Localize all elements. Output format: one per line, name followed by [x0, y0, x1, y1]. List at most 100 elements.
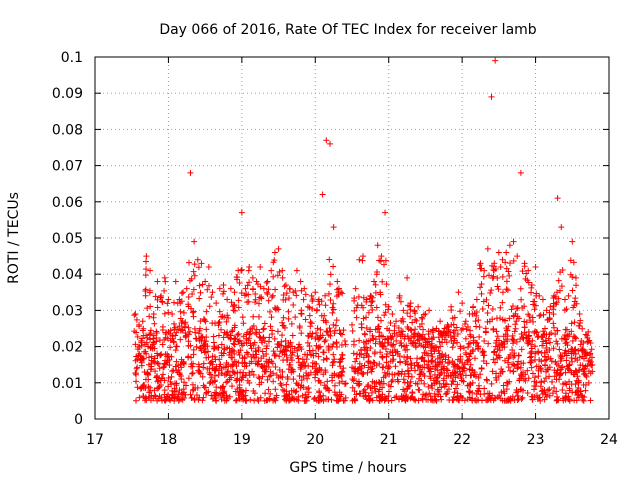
- roti-point: [468, 372, 475, 379]
- roti-point: [350, 377, 357, 384]
- roti-point: [574, 387, 581, 394]
- roti-point: [432, 344, 439, 351]
- roti-point: [254, 361, 261, 368]
- roti-point: [389, 311, 396, 318]
- roti-point: [311, 396, 318, 403]
- roti-point: [151, 320, 158, 327]
- roti-point: [421, 335, 428, 342]
- roti-point: [236, 279, 243, 286]
- roti-point: [478, 280, 485, 287]
- roti-point: [475, 374, 482, 381]
- roti-point: [231, 358, 238, 365]
- roti-point: [151, 355, 158, 362]
- roti-point: [278, 338, 285, 345]
- roti-point: [568, 320, 575, 327]
- y-tick-label: 0.08: [52, 122, 83, 138]
- roti-point: [177, 327, 184, 334]
- roti-point: [424, 341, 431, 348]
- y-tick-label: 0.1: [61, 50, 83, 66]
- roti-point: [151, 387, 158, 394]
- roti-point: [165, 383, 172, 390]
- roti-point: [285, 315, 292, 322]
- roti-point: [510, 238, 517, 245]
- roti-point: [572, 274, 579, 281]
- roti-point: [191, 272, 198, 279]
- roti-point: [404, 395, 411, 402]
- roti-point: [262, 390, 269, 397]
- roti-point: [450, 340, 457, 347]
- roti-point: [479, 306, 486, 313]
- roti-point: [420, 311, 427, 318]
- roti-point: [304, 375, 311, 382]
- roti-point: [452, 369, 459, 376]
- roti-point: [286, 361, 293, 368]
- roti-point: [580, 339, 587, 346]
- roti-point: [163, 359, 170, 366]
- roti-point: [143, 253, 150, 260]
- roti-point: [384, 351, 391, 358]
- roti-point: [216, 308, 223, 315]
- roti-point: [203, 326, 210, 333]
- roti-point: [180, 359, 187, 366]
- roti-point: [587, 350, 594, 357]
- roti-point: [265, 297, 272, 304]
- roti-point: [199, 397, 206, 404]
- roti-point: [143, 332, 150, 339]
- roti-point: [395, 378, 402, 385]
- roti-point: [190, 268, 197, 275]
- roti-point: [355, 382, 362, 389]
- roti-point: [303, 356, 310, 363]
- roti-point: [430, 397, 437, 404]
- roti-point: [551, 373, 558, 380]
- roti-point: [369, 306, 376, 313]
- roti-point: [338, 342, 345, 349]
- roti-point: [313, 329, 320, 336]
- roti-point: [444, 321, 451, 328]
- roti-point: [213, 300, 220, 307]
- roti-point: [290, 302, 297, 309]
- roti-point: [391, 327, 398, 334]
- roti-point: [476, 323, 483, 330]
- roti-point: [459, 300, 466, 307]
- roti-point: [398, 328, 405, 335]
- roti-point: [178, 375, 185, 382]
- roti-point: [450, 361, 457, 368]
- roti-point: [412, 310, 419, 317]
- roti-point: [305, 362, 312, 369]
- roti-point: [459, 325, 466, 332]
- roti-point: [319, 191, 326, 198]
- roti-point: [178, 290, 185, 297]
- roti-point: [492, 343, 499, 350]
- roti-point: [426, 390, 433, 397]
- roti-point: [173, 380, 180, 387]
- roti-point: [285, 340, 292, 347]
- roti-point: [376, 329, 383, 336]
- roti-point: [583, 332, 590, 339]
- roti-point: [408, 373, 415, 380]
- roti-point: [535, 333, 542, 340]
- roti-point: [323, 137, 330, 144]
- roti-point: [267, 323, 274, 330]
- roti-point: [506, 396, 513, 403]
- roti-point: [153, 328, 160, 335]
- roti-point: [512, 325, 519, 332]
- roti-point: [317, 343, 324, 350]
- roti-point: [352, 285, 359, 292]
- roti-point: [573, 282, 580, 289]
- y-tick-label: 0.03: [52, 303, 83, 319]
- roti-point: [562, 390, 569, 397]
- roti-point: [377, 291, 384, 298]
- roti-point: [373, 362, 380, 369]
- roti-point: [221, 314, 228, 321]
- roti-point: [305, 333, 312, 340]
- roti-point: [371, 278, 378, 285]
- roti-point: [147, 387, 154, 394]
- roti-point: [322, 302, 329, 309]
- roti-point: [567, 271, 574, 278]
- roti-point: [281, 324, 288, 331]
- roti-point: [483, 376, 490, 383]
- roti-point: [387, 348, 394, 355]
- roti-point: [284, 375, 291, 382]
- roti-point: [340, 397, 347, 404]
- roti-point: [556, 371, 563, 378]
